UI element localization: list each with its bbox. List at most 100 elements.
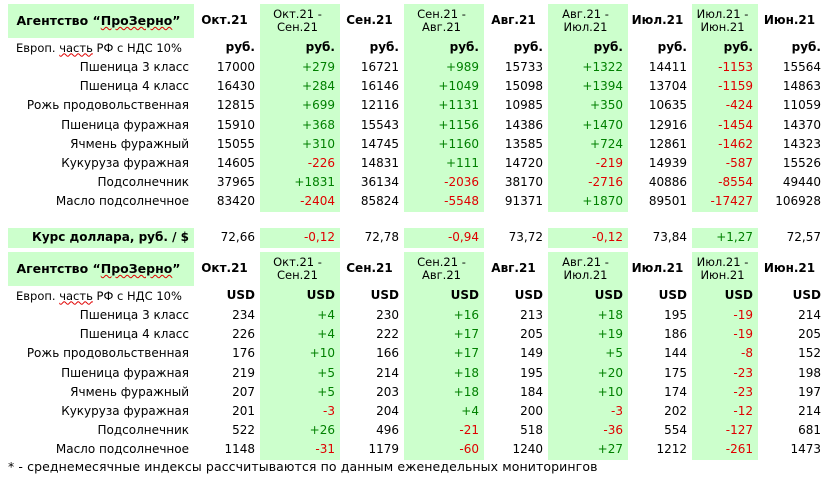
price-cell: 83420 [216,194,255,209]
change-cell: -12 [692,401,758,422]
price-cell: 1179 [368,442,399,457]
table-row: Пшеница фуражная 219 +5 214 +18 195 +20 175 -23 1… [8,363,826,383]
unit-row: Европ. часть РФ с НДС 10% USD USD USD USD USD… [8,286,826,306]
change-cell: -23 [692,363,758,383]
price-cell: 12916 [648,117,687,132]
price-cell: 1212 [656,442,687,457]
unit-cell: USD [658,288,687,303]
price-cell: 230 [376,308,399,322]
change-cell: +18 [404,363,484,383]
commodity-name: Ячмень фуражный [70,136,189,151]
price-cell: 89501 [648,194,687,209]
commodity-name: Ячмень фуражный [70,384,189,399]
change-cell: -5548 [404,192,484,212]
unit-cell: руб. [404,38,484,58]
column-header: Сен.21 - Авг.21 [404,4,484,38]
price-cell: 204 [376,403,399,418]
table-row: Пшеница фуражная 15910 +368 15543 +1156 14386… [8,115,826,135]
rub-price-table: Агентство “ПроЗерно” Окт.21 Окт.21 - Сен.2… [8,4,826,212]
price-cell: 184 [520,384,543,399]
commodity-name: Масло подсолнечное [55,194,189,209]
price-cell: 12861 [648,136,687,151]
unit-cell: USD [692,286,758,306]
price-cell: 201 [232,403,255,418]
table-row: Кукуруза фуражная 201 -3 204 +4 200 -3 202 -12 21… [8,401,826,422]
price-cell: 1240 [512,442,543,457]
change-cell: +17 [404,325,484,345]
table-row: Ячмень фуражный 15055 +310 14745 +1160 13585 +… [8,134,826,154]
change-cell: -36 [548,421,628,441]
price-cell: 149 [520,346,543,361]
column-header: Авг.21 - Июл.21 [548,252,628,286]
change-cell: -19 [692,325,758,345]
price-cell: 144 [664,346,687,361]
change-cell: +1156 [404,115,484,135]
price-cell: 205 [520,327,543,342]
header-row: Агентство “ПроЗерно” Окт.21 Окт.21 - Сен.2… [8,4,826,38]
change-cell: +4 [404,401,484,422]
price-cell: 214 [376,365,399,380]
agency-title: Агентство “ПроЗерно” [8,4,194,38]
price-cell: 1148 [224,442,255,457]
price-cell: 1473 [790,442,821,457]
price-cell: 14323 [782,136,821,151]
change-cell: -19 [692,306,758,326]
change-cell: +1160 [404,134,484,154]
price-cell: 15098 [504,79,543,94]
change-cell: -60 [404,440,484,460]
unit-cell: руб. [657,40,687,55]
change-cell: +1049 [404,77,484,97]
price-cell: 14605 [216,155,255,170]
price-cell: 16721 [360,60,399,74]
price-cell: 15910 [216,117,255,132]
price-cell: 13585 [504,136,543,151]
commodity-name: Пшеница 4 класс [79,79,189,94]
change-cell: +368 [260,115,340,135]
price-cell: 49440 [782,175,821,190]
commodity-name: Подсолнечник [97,175,189,190]
commodity-name: Пшеница 3 класс [79,308,189,322]
commodity-name: Рожь продовольственная [26,98,189,113]
commodity-name: Подсолнечник [97,423,189,438]
change-cell: +1394 [548,77,628,97]
column-header: Авг.21 [491,261,536,276]
column-header: Окт.21 [201,261,248,276]
unit-cell: USD [548,286,628,306]
commodity-name: Пшеница 3 класс [79,60,189,74]
unit-cell: руб. [791,40,821,55]
change-cell: +350 [548,96,628,116]
change-cell: +26 [260,421,340,441]
change-cell: -2036 [404,173,484,193]
price-cell: 219 [232,365,255,380]
table-row: Масло подсолнечное 1148 -31 1179 -60 1240 +27 1… [8,440,826,460]
change-cell: -424 [692,96,758,116]
price-cell: 14386 [504,117,543,132]
rate-change-cell: +1,27 [692,228,758,248]
unit-cell: руб. [548,38,628,58]
change-cell: -1462 [692,134,758,154]
change-cell: +19 [548,325,628,345]
price-cell: 14745 [360,136,399,151]
rate-cell: 73,72 [508,230,543,245]
region-label: Европ. часть РФ с НДС 10% [16,288,182,303]
price-cell: 496 [376,423,399,438]
table-row: Пшеница 3 класс 234 +4 230 +16 213 +18 195 -19 21… [8,306,826,326]
rate-change-cell: -0,12 [260,228,340,248]
price-cell: 10635 [648,98,687,113]
change-cell: +1470 [548,115,628,135]
commodity-name: Пшеница 4 класс [79,327,189,342]
unit-cell: USD [370,288,399,303]
column-header: Окт.21 - Сен.21 [260,4,340,38]
change-cell: +310 [260,134,340,154]
change-cell: +1131 [404,96,484,116]
price-cell: 11059 [782,98,821,113]
change-cell: +1870 [548,192,628,212]
price-cell: 222 [376,327,399,342]
change-cell: -8 [692,344,758,364]
change-cell: -127 [692,421,758,441]
commodity-name: Пшеница фуражная [61,365,189,380]
change-cell: +1831 [260,173,340,193]
price-cell: 37965 [216,175,255,190]
price-cell: 16430 [216,79,255,94]
price-cell: 175 [664,365,687,380]
